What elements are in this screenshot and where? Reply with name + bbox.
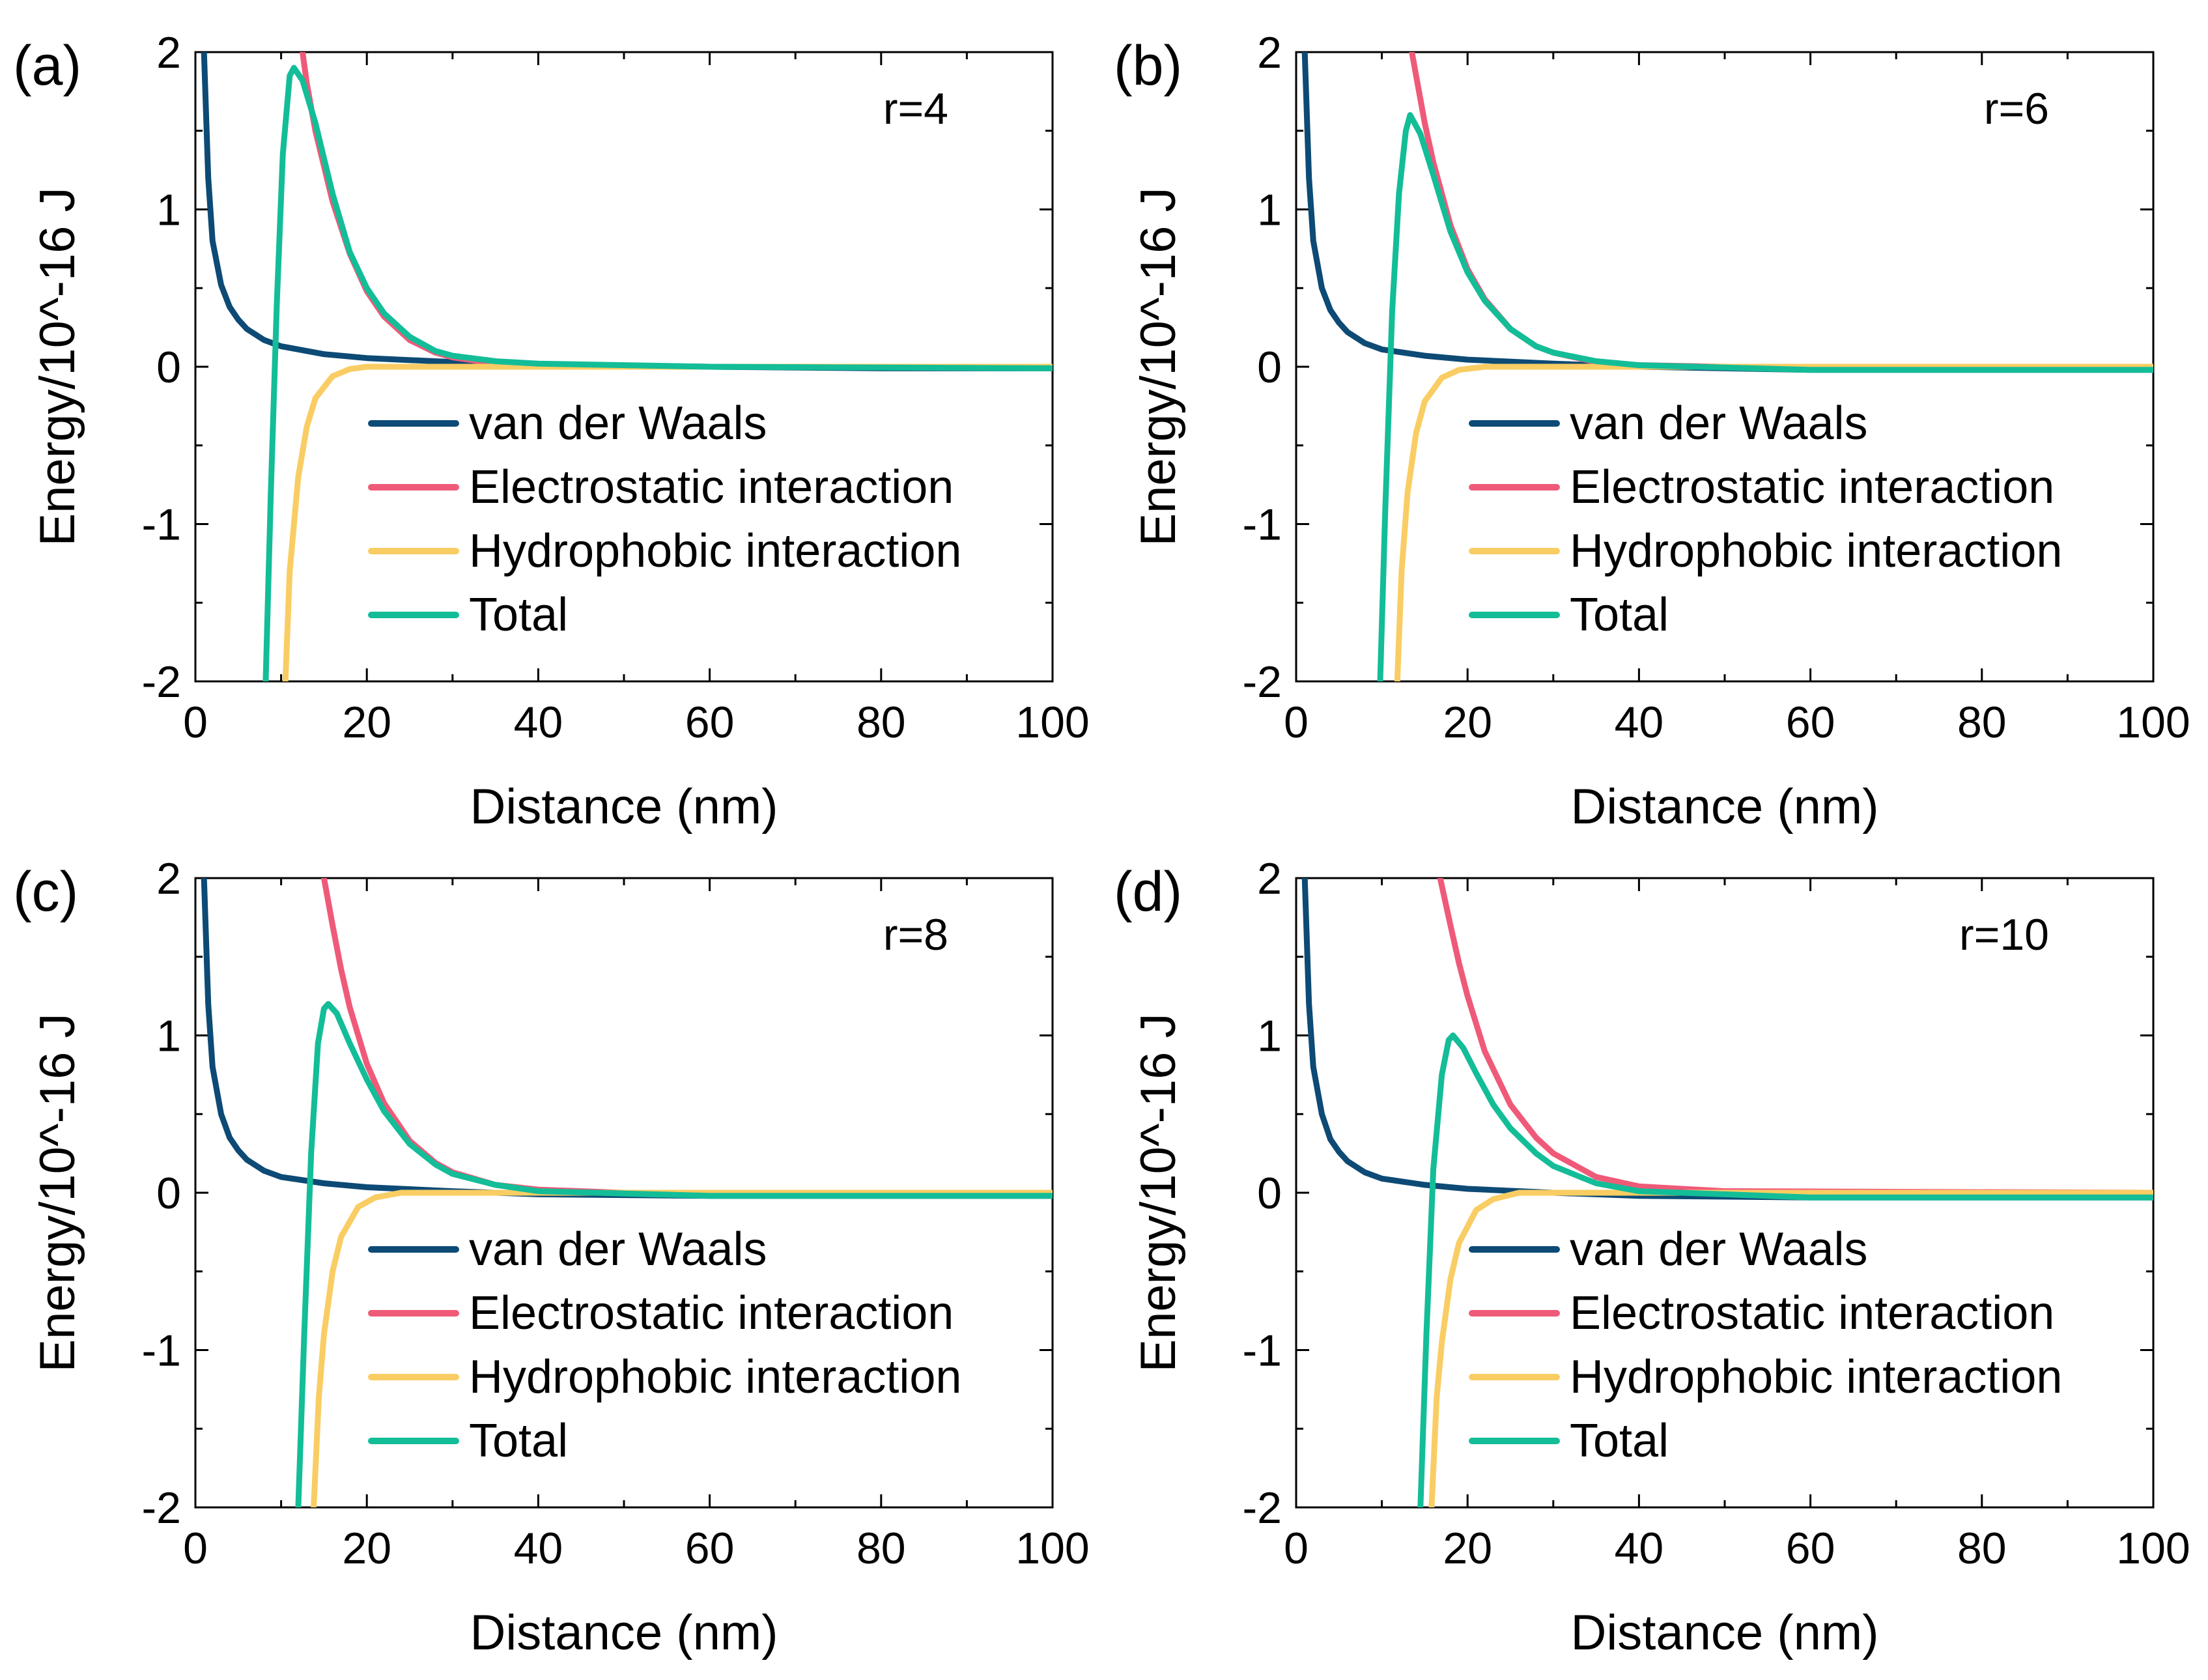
chart-panel: 0 20 40 60 80 100 -2 -1 0 1 2 Distance (nm) Energy/1…: [13, 28, 1090, 834]
series-line: [1394, 363, 2153, 681]
legend: van der Waals Electrostatic interaction Hy…: [368, 1223, 961, 1467]
x-tick-label: 40: [514, 1524, 563, 1573]
x-tick-label: 60: [685, 1524, 735, 1573]
x-axis-title: Distance (nm): [1571, 1605, 1879, 1660]
legend-label: van der Waals: [469, 1223, 767, 1275]
y-tick-label: 0: [156, 1169, 181, 1218]
legend: van der Waals Electrostatic interaction Hy…: [1469, 397, 2062, 641]
series-line: [311, 1189, 1053, 1507]
y-tick-label: 0: [1257, 1169, 1282, 1218]
y-axis-title: Energy/10^-16 J: [30, 1013, 85, 1372]
y-tick-label: 2: [156, 28, 181, 78]
y-tick-label: -1: [142, 1326, 181, 1376]
series-line: [1437, 878, 2153, 1196]
series-group: [201, 52, 1053, 681]
y-tick-label: -1: [142, 500, 181, 550]
legend-label: van der Waals: [1570, 397, 1868, 449]
series-group: [1301, 52, 2153, 681]
legend-label: Electrostatic interaction: [1570, 461, 2054, 513]
annotation-label: r=10: [1959, 910, 2049, 960]
y-tick-label: -2: [1243, 1483, 1282, 1533]
legend-label: Electrostatic interaction: [469, 1287, 954, 1339]
y-tick-label: 1: [1257, 1012, 1282, 1061]
y-tick-label: -1: [1243, 1326, 1282, 1376]
legend-label: Hydrophobic interaction: [1570, 1351, 2062, 1403]
x-tick-label: 100: [2116, 698, 2190, 747]
panel-label: (c): [13, 861, 78, 923]
series-line: [1377, 112, 2153, 681]
x-axis-title: Distance (nm): [1571, 779, 1879, 834]
x-tick-label: 20: [342, 1524, 391, 1573]
x-tick-label: 80: [1957, 698, 2007, 747]
panel-label: (a): [13, 35, 81, 97]
chart-panel: 0 20 40 60 80 100 -2 -1 0 1 2 Distance (nm) Energy/1…: [13, 854, 1090, 1660]
chart-panel: 0 20 40 60 80 100 -2 -1 0 1 2 Distance (nm) Energy/1…: [1114, 854, 2190, 1660]
y-tick-label: 2: [156, 854, 181, 904]
series-group: [201, 878, 1053, 1507]
x-tick-label: 60: [685, 698, 735, 747]
y-tick-label: -1: [1243, 500, 1282, 550]
x-tick-label: 100: [1015, 698, 1089, 747]
legend-label: Total: [1570, 589, 1669, 641]
y-axis-title: Energy/10^-16 J: [1131, 1013, 1186, 1372]
x-tick-label: 60: [1786, 1524, 1835, 1573]
legend-label: Electrostatic interaction: [1570, 1287, 2054, 1339]
x-tick-label: 20: [1443, 698, 1492, 747]
legend: van der Waals Electrostatic interaction Hy…: [1469, 1223, 2062, 1467]
series-line: [295, 1001, 1053, 1507]
x-tick-label: 20: [342, 698, 391, 747]
annotation-label: r=6: [1984, 84, 2049, 134]
legend-label: van der Waals: [1570, 1223, 1868, 1275]
y-axis-title: Energy/10^-16 J: [1131, 187, 1186, 546]
x-tick-label: 40: [514, 698, 563, 747]
y-tick-label: -2: [1243, 657, 1282, 707]
y-tick-label: 1: [1257, 186, 1282, 235]
y-tick-label: -2: [142, 1483, 181, 1533]
legend-label: Hydrophobic interaction: [469, 1351, 961, 1403]
legend-label: Total: [469, 1415, 568, 1467]
series-group: [1301, 878, 2153, 1507]
x-tick-label: 0: [1284, 698, 1309, 747]
annotation-label: r=8: [883, 910, 948, 960]
x-tick-label: 40: [1615, 1524, 1664, 1573]
x-tick-label: 80: [856, 698, 906, 747]
annotation-label: r=4: [883, 84, 948, 134]
x-tick-label: 20: [1443, 1524, 1492, 1573]
y-axis-title: Energy/10^-16 J: [30, 187, 85, 546]
x-tick-label: 0: [183, 1524, 208, 1573]
legend-label: Total: [1570, 1415, 1669, 1467]
x-tick-label: 100: [2116, 1524, 2190, 1573]
y-tick-label: -2: [142, 657, 181, 707]
x-tick-label: 80: [1957, 1524, 2007, 1573]
series-line: [262, 64, 1053, 681]
legend-label: van der Waals: [469, 397, 767, 449]
legend-label: Hydrophobic interaction: [1570, 525, 2062, 577]
legend-label: Hydrophobic interaction: [469, 525, 961, 577]
chart-panel: 0 20 40 60 80 100 -2 -1 0 1 2 Distance (nm) Energy/1…: [1114, 28, 2190, 834]
y-tick-label: 1: [156, 186, 181, 235]
x-tick-label: 100: [1015, 1524, 1089, 1573]
legend: van der Waals Electrostatic interaction Hy…: [368, 397, 961, 641]
y-tick-label: 0: [1257, 343, 1282, 392]
series-line: [1417, 1032, 2153, 1507]
series-line: [282, 363, 1053, 681]
y-tick-label: 2: [1257, 28, 1282, 78]
x-axis-title: Distance (nm): [470, 779, 778, 834]
y-tick-label: 0: [156, 343, 181, 392]
y-tick-label: 1: [156, 1012, 181, 1061]
panel-label: (b): [1114, 35, 1182, 97]
x-tick-label: 80: [856, 1524, 906, 1573]
x-tick-label: 40: [1615, 698, 1664, 747]
series-line: [1428, 1189, 2153, 1507]
y-tick-label: 2: [1257, 854, 1282, 904]
x-tick-label: 60: [1786, 698, 1835, 747]
legend-label: Electrostatic interaction: [469, 461, 954, 513]
legend-label: Total: [469, 589, 568, 641]
x-axis-title: Distance (nm): [470, 1605, 778, 1660]
x-tick-label: 0: [1284, 1524, 1309, 1573]
panel-label: (d): [1114, 861, 1182, 923]
x-tick-label: 0: [183, 698, 208, 747]
